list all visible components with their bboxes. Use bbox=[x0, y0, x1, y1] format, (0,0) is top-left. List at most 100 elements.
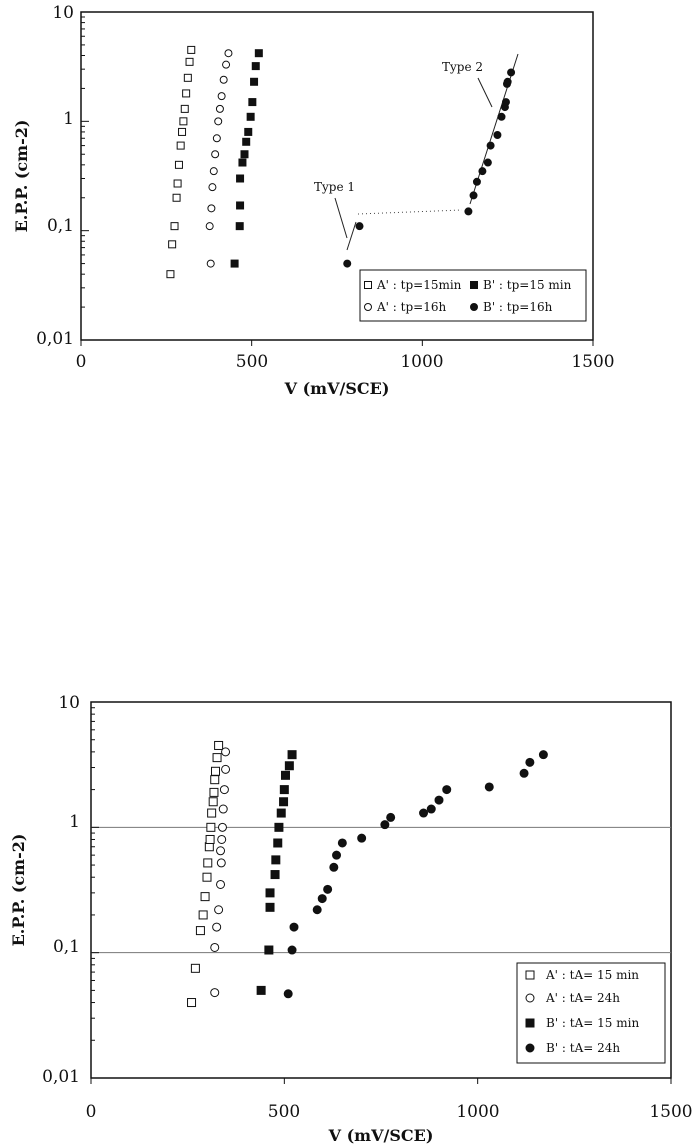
data-point bbox=[174, 160, 183, 169]
data-point bbox=[507, 68, 516, 77]
data-point bbox=[180, 104, 189, 113]
data-point bbox=[287, 750, 297, 760]
y-tick-marks bbox=[81, 16, 89, 341]
data-point bbox=[217, 834, 227, 844]
data-point bbox=[185, 57, 194, 66]
legend-entry-label: A' : tp=16h bbox=[376, 300, 446, 314]
data-point bbox=[210, 988, 220, 998]
legend-entry-label: A' : tp=15min bbox=[376, 278, 462, 292]
y-tick-label: 1 bbox=[63, 109, 74, 129]
legend-box bbox=[516, 962, 666, 1064]
x-tick-label: 1500 bbox=[649, 1102, 692, 1122]
data-point bbox=[207, 808, 217, 818]
legend-marker bbox=[525, 1018, 535, 1028]
data-point bbox=[217, 92, 226, 101]
data-point bbox=[216, 846, 226, 856]
legend-marker bbox=[364, 303, 372, 311]
legend-entry-label: A' : tA= 24h bbox=[545, 991, 620, 1005]
data-point bbox=[187, 998, 197, 1008]
data-point bbox=[240, 150, 249, 159]
type1-arrow bbox=[334, 197, 348, 239]
fit-lines bbox=[334, 53, 519, 251]
data-point bbox=[202, 872, 212, 882]
data-point bbox=[187, 45, 196, 54]
data-point bbox=[419, 808, 429, 818]
data-point bbox=[200, 892, 210, 902]
legend-marker bbox=[470, 303, 478, 311]
type2-arrow bbox=[477, 77, 493, 108]
data-point bbox=[270, 870, 280, 880]
data-point bbox=[218, 804, 228, 814]
gridlines bbox=[91, 826, 671, 954]
data-point bbox=[497, 112, 506, 121]
data-point bbox=[246, 112, 255, 121]
y-tick-label: 1 bbox=[69, 812, 80, 832]
data-point bbox=[217, 822, 227, 832]
data-point bbox=[190, 963, 200, 973]
y-tick-label: 0,01 bbox=[36, 329, 74, 349]
data-point bbox=[206, 259, 215, 268]
data-point bbox=[203, 858, 213, 868]
data-point bbox=[198, 910, 208, 920]
data-point bbox=[357, 833, 367, 843]
legend-marker bbox=[364, 281, 372, 289]
data-point bbox=[207, 204, 216, 213]
data-point bbox=[265, 888, 275, 898]
data-point bbox=[525, 757, 535, 767]
data-point bbox=[195, 926, 205, 936]
legend: A' : tp=15min B' : tp=15 min A' : tp=16h… bbox=[359, 269, 587, 322]
data-point bbox=[219, 785, 229, 795]
data-point bbox=[221, 747, 231, 757]
data-point bbox=[224, 49, 233, 58]
data-point bbox=[484, 782, 494, 792]
data-point bbox=[215, 104, 224, 113]
data-point bbox=[284, 761, 294, 771]
data-point bbox=[173, 179, 182, 188]
data-point bbox=[251, 62, 260, 71]
x-axis-label: V (mV/SCE) bbox=[328, 1126, 434, 1145]
data-point bbox=[221, 764, 231, 774]
legend-entry-label: B' : tA= 24h bbox=[546, 1041, 620, 1055]
data-point bbox=[182, 89, 191, 98]
data-point bbox=[254, 49, 263, 58]
chart-top: Type 1 Type 2 A' : tp=15min B' : tp=15 m… bbox=[12, 3, 615, 398]
data-point bbox=[238, 158, 247, 167]
x-tick-label: 500 bbox=[268, 1102, 300, 1122]
x-tick-label: 1000 bbox=[456, 1102, 499, 1122]
data-point bbox=[244, 127, 253, 136]
y-tick-marks bbox=[91, 707, 99, 1079]
x-axis-label: V (mV/SCE) bbox=[284, 379, 390, 398]
y-tick-label: 0,01 bbox=[42, 1067, 80, 1087]
data-point bbox=[279, 785, 289, 795]
data-point bbox=[216, 858, 226, 868]
legend-entry-label: B' : tp=16h bbox=[483, 300, 553, 314]
data-point bbox=[464, 207, 473, 216]
data-point bbox=[212, 134, 221, 143]
data-point bbox=[486, 141, 495, 150]
data-point bbox=[205, 834, 215, 844]
data-point bbox=[317, 894, 327, 904]
x-tick-label: 500 bbox=[236, 352, 268, 372]
data-point bbox=[212, 753, 222, 763]
y-tick-label: 10 bbox=[52, 3, 74, 23]
data-point bbox=[472, 177, 481, 186]
data-point bbox=[329, 862, 339, 872]
data-point bbox=[501, 98, 510, 107]
data-point bbox=[168, 240, 177, 249]
data-point bbox=[312, 905, 322, 915]
data-point bbox=[208, 183, 217, 192]
data-point bbox=[264, 945, 274, 955]
data-point bbox=[183, 73, 192, 82]
y-tick-label: 0,1 bbox=[53, 937, 80, 957]
data-point bbox=[280, 770, 290, 780]
data-point bbox=[214, 905, 224, 915]
x-tick-label: 1500 bbox=[571, 352, 614, 372]
legend-marker bbox=[525, 1043, 535, 1053]
data-point bbox=[287, 945, 297, 955]
data-point bbox=[222, 60, 231, 69]
data-point bbox=[230, 259, 239, 268]
x-tick-label: 1000 bbox=[400, 352, 443, 372]
data-point bbox=[216, 879, 226, 889]
data-point bbox=[386, 812, 396, 822]
data-point bbox=[279, 797, 289, 807]
